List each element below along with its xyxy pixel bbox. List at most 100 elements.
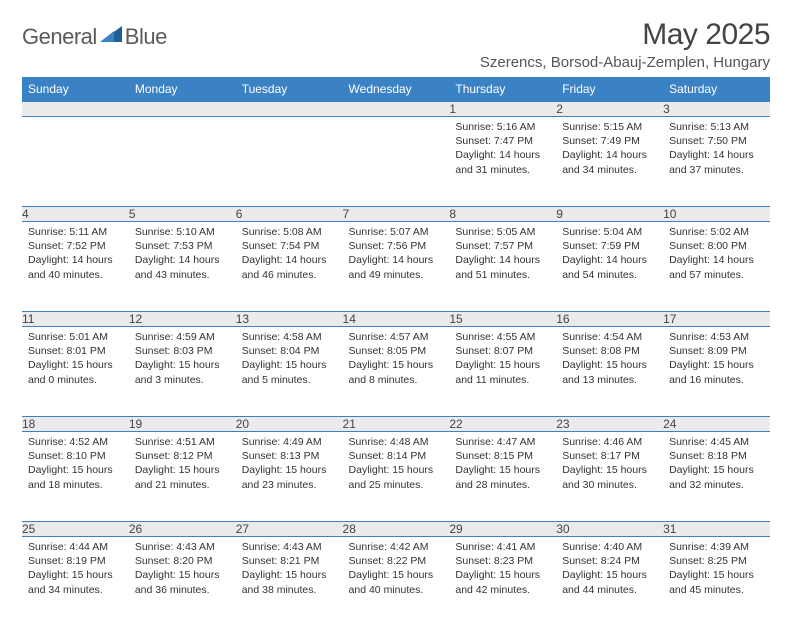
logo-text-blue: Blue — [125, 24, 167, 50]
day-number-cell: 10 — [663, 207, 770, 222]
day-number-cell: 21 — [343, 417, 450, 432]
sunset-line: Sunset: 8:17 PM — [562, 449, 657, 463]
day-number-cell: 19 — [129, 417, 236, 432]
day-details: Sunrise: 4:39 AMSunset: 8:25 PMDaylight:… — [663, 537, 770, 601]
day-number-cell: 20 — [236, 417, 343, 432]
day-number-cell: 9 — [556, 207, 663, 222]
day-number-cell: 1 — [449, 102, 556, 117]
sunset-line: Sunset: 8:03 PM — [135, 344, 230, 358]
day-number-cell — [129, 102, 236, 117]
day-number-row: 123 — [22, 102, 770, 117]
day-details: Sunrise: 5:16 AMSunset: 7:47 PMDaylight:… — [449, 117, 556, 181]
day-number-cell: 13 — [236, 312, 343, 327]
weekday-header: Sunday — [22, 77, 129, 102]
weekday-header: Wednesday — [343, 77, 450, 102]
sunset-line: Sunset: 8:12 PM — [135, 449, 230, 463]
day-number-cell: 23 — [556, 417, 663, 432]
sunrise-line: Sunrise: 5:15 AM — [562, 120, 657, 134]
day-number-cell: 31 — [663, 522, 770, 537]
daylight-line: Daylight: 15 hours and 16 minutes. — [669, 358, 764, 386]
sunset-line: Sunset: 8:07 PM — [455, 344, 550, 358]
day-number-cell: 26 — [129, 522, 236, 537]
sunrise-line: Sunrise: 5:04 AM — [562, 225, 657, 239]
sunrise-line: Sunrise: 4:59 AM — [135, 330, 230, 344]
day-content-cell — [129, 117, 236, 207]
sunset-line: Sunset: 8:24 PM — [562, 554, 657, 568]
daylight-line: Daylight: 15 hours and 11 minutes. — [455, 358, 550, 386]
sunrise-line: Sunrise: 4:57 AM — [349, 330, 444, 344]
day-number-row: 45678910 — [22, 207, 770, 222]
day-number-cell: 6 — [236, 207, 343, 222]
sunset-line: Sunset: 8:15 PM — [455, 449, 550, 463]
sunset-line: Sunset: 8:25 PM — [669, 554, 764, 568]
day-number-cell: 5 — [129, 207, 236, 222]
day-content-cell: Sunrise: 4:43 AMSunset: 8:21 PMDaylight:… — [236, 537, 343, 627]
day-content-cell: Sunrise: 5:04 AMSunset: 7:59 PMDaylight:… — [556, 222, 663, 312]
day-details: Sunrise: 4:53 AMSunset: 8:09 PMDaylight:… — [663, 327, 770, 391]
sunrise-line: Sunrise: 5:05 AM — [455, 225, 550, 239]
day-details: Sunrise: 5:11 AMSunset: 7:52 PMDaylight:… — [22, 222, 129, 286]
sunrise-line: Sunrise: 5:02 AM — [669, 225, 764, 239]
day-content-cell: Sunrise: 4:53 AMSunset: 8:09 PMDaylight:… — [663, 327, 770, 417]
day-content-cell: Sunrise: 4:59 AMSunset: 8:03 PMDaylight:… — [129, 327, 236, 417]
day-content-cell: Sunrise: 5:07 AMSunset: 7:56 PMDaylight:… — [343, 222, 450, 312]
day-number-cell: 3 — [663, 102, 770, 117]
day-content-cell: Sunrise: 5:15 AMSunset: 7:49 PMDaylight:… — [556, 117, 663, 207]
day-details: Sunrise: 4:49 AMSunset: 8:13 PMDaylight:… — [236, 432, 343, 496]
title-block: May 2025 Szerencs, Borsod-Abauj-Zemplen,… — [480, 18, 770, 71]
day-content-cell: Sunrise: 4:47 AMSunset: 8:15 PMDaylight:… — [449, 432, 556, 522]
day-details: Sunrise: 4:57 AMSunset: 8:05 PMDaylight:… — [343, 327, 450, 391]
sunset-line: Sunset: 7:56 PM — [349, 239, 444, 253]
sunset-line: Sunset: 7:54 PM — [242, 239, 337, 253]
weekday-header: Saturday — [663, 77, 770, 102]
sunrise-line: Sunrise: 4:48 AM — [349, 435, 444, 449]
daylight-line: Daylight: 15 hours and 8 minutes. — [349, 358, 444, 386]
sunrise-line: Sunrise: 4:45 AM — [669, 435, 764, 449]
sunset-line: Sunset: 8:14 PM — [349, 449, 444, 463]
day-details: Sunrise: 4:40 AMSunset: 8:24 PMDaylight:… — [556, 537, 663, 601]
day-content-row: Sunrise: 5:16 AMSunset: 7:47 PMDaylight:… — [22, 117, 770, 207]
day-number-cell: 7 — [343, 207, 450, 222]
weekday-header: Friday — [556, 77, 663, 102]
day-number-cell: 11 — [22, 312, 129, 327]
sunset-line: Sunset: 7:59 PM — [562, 239, 657, 253]
day-number-cell: 22 — [449, 417, 556, 432]
day-number-row: 18192021222324 — [22, 417, 770, 432]
sunset-line: Sunset: 8:13 PM — [242, 449, 337, 463]
day-content-cell: Sunrise: 4:41 AMSunset: 8:23 PMDaylight:… — [449, 537, 556, 627]
sunrise-line: Sunrise: 4:39 AM — [669, 540, 764, 554]
daylight-line: Daylight: 14 hours and 54 minutes. — [562, 253, 657, 281]
sunset-line: Sunset: 7:57 PM — [455, 239, 550, 253]
day-content-cell: Sunrise: 4:49 AMSunset: 8:13 PMDaylight:… — [236, 432, 343, 522]
sunrise-line: Sunrise: 5:13 AM — [669, 120, 764, 134]
daylight-line: Daylight: 15 hours and 36 minutes. — [135, 568, 230, 596]
sunset-line: Sunset: 8:10 PM — [28, 449, 123, 463]
sunrise-line: Sunrise: 4:43 AM — [135, 540, 230, 554]
day-number-cell: 17 — [663, 312, 770, 327]
day-number-cell: 4 — [22, 207, 129, 222]
daylight-line: Daylight: 15 hours and 28 minutes. — [455, 463, 550, 491]
day-details: Sunrise: 4:44 AMSunset: 8:19 PMDaylight:… — [22, 537, 129, 601]
day-content-cell: Sunrise: 4:39 AMSunset: 8:25 PMDaylight:… — [663, 537, 770, 627]
sunset-line: Sunset: 8:09 PM — [669, 344, 764, 358]
daylight-line: Daylight: 15 hours and 5 minutes. — [242, 358, 337, 386]
sunset-line: Sunset: 7:47 PM — [455, 134, 550, 148]
calendar-table: Sunday Monday Tuesday Wednesday Thursday… — [22, 77, 770, 627]
day-content-cell — [236, 117, 343, 207]
day-details: Sunrise: 4:58 AMSunset: 8:04 PMDaylight:… — [236, 327, 343, 391]
sunrise-line: Sunrise: 4:49 AM — [242, 435, 337, 449]
sunrise-line: Sunrise: 5:01 AM — [28, 330, 123, 344]
daylight-line: Daylight: 14 hours and 49 minutes. — [349, 253, 444, 281]
location-text: Szerencs, Borsod-Abauj-Zemplen, Hungary — [480, 54, 770, 71]
daylight-line: Daylight: 15 hours and 0 minutes. — [28, 358, 123, 386]
sunset-line: Sunset: 8:22 PM — [349, 554, 444, 568]
day-number-cell — [236, 102, 343, 117]
day-details: Sunrise: 4:59 AMSunset: 8:03 PMDaylight:… — [129, 327, 236, 391]
day-content-cell — [22, 117, 129, 207]
sunset-line: Sunset: 8:05 PM — [349, 344, 444, 358]
day-number-cell: 18 — [22, 417, 129, 432]
logo: General Blue — [22, 18, 167, 50]
daylight-line: Daylight: 15 hours and 13 minutes. — [562, 358, 657, 386]
sunset-line: Sunset: 8:01 PM — [28, 344, 123, 358]
daylight-line: Daylight: 14 hours and 57 minutes. — [669, 253, 764, 281]
